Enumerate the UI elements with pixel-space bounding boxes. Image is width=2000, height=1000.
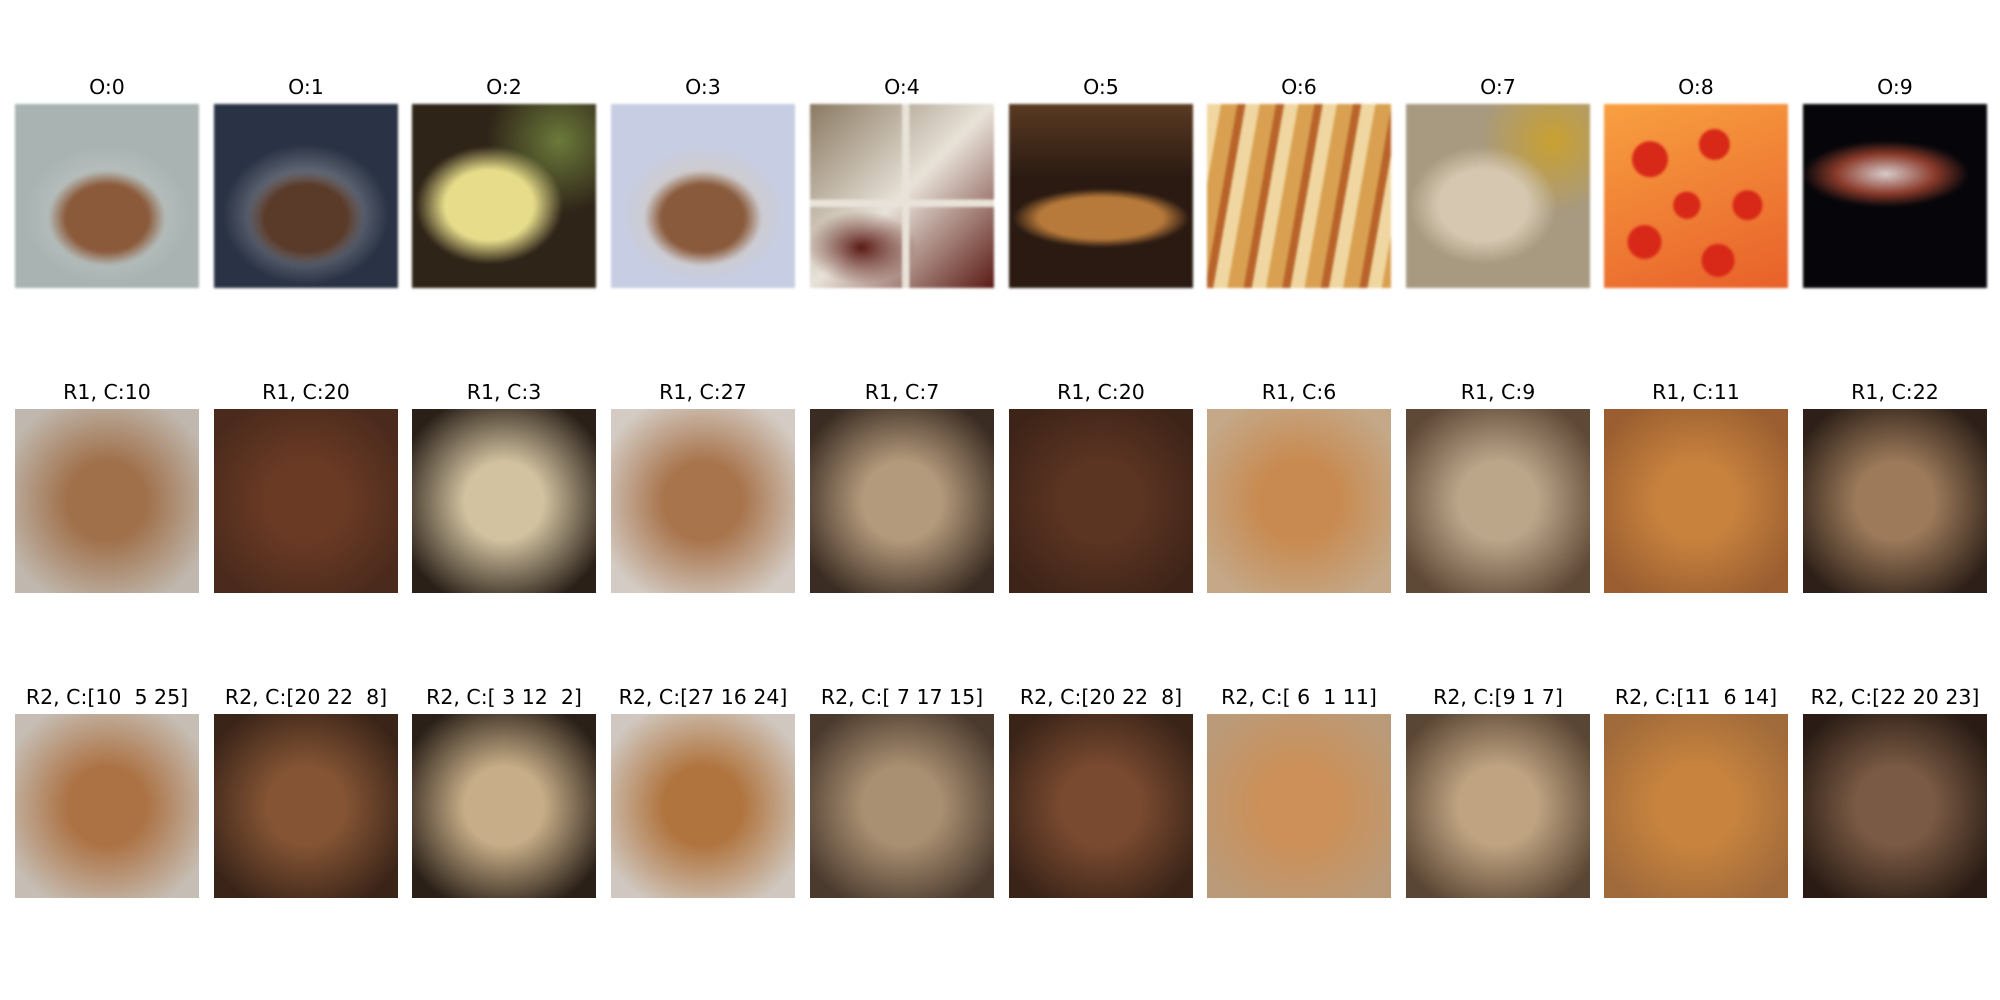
original-cell-6: O:6 [1207,73,1391,288]
original-image [1604,104,1788,288]
reconstruction-image [1009,409,1193,593]
reconstruction-image [412,714,596,898]
reconstruction-2-cell-2: R2, C:[ 3 12 2] [412,683,596,898]
original-cell-5: O:5 [1009,73,1193,288]
cell-title: O:0 [89,75,125,99]
reconstruction-1-cell-9: R1, C:22 [1803,378,1987,593]
reconstruction-image [214,714,398,898]
cell-title: O:1 [288,75,324,99]
reconstruction-2-cell-6: R2, C:[ 6 1 11] [1207,683,1391,898]
cell-title: R1, C:22 [1851,380,1939,404]
cell-title: R1, C:27 [659,380,747,404]
cell-title: O:3 [685,75,721,99]
cell-title: R2, C:[20 22 8] [224,685,388,709]
original-cell-7: O:7 [1406,73,1590,288]
cell-title: R1, C:7 [864,380,940,404]
original-image [412,104,596,288]
reconstruction-image [1803,714,1987,898]
cell-title: R1, C:9 [1460,380,1536,404]
cell-title: R2, C:[11 6 14] [1614,685,1778,709]
cell-title: R2, C:[9 1 7] [1433,685,1563,709]
cell-title: O:5 [1083,75,1119,99]
original-cell-0: O:0 [15,73,199,288]
reconstruction-image [1207,714,1391,898]
cell-title: R1, C:3 [466,380,542,404]
original-cell-2: O:2 [412,73,596,288]
cell-title: O:2 [486,75,522,99]
cell-title: O:4 [884,75,920,99]
reconstruction-image [15,409,199,593]
reconstruction-image [810,714,994,898]
original-cell-1: O:1 [214,73,398,288]
reconstruction-1-cell-1: R1, C:20 [214,378,398,593]
reconstruction-1-cell-8: R1, C:11 [1604,378,1788,593]
reconstruction-image [1604,409,1788,593]
cell-title: R1, C:11 [1652,380,1740,404]
reconstruction-1-cell-7: R1, C:9 [1406,378,1590,593]
cell-title: R2, C:[ 6 1 11] [1221,685,1377,709]
original-image [1009,104,1193,288]
reconstruction-image [1406,714,1590,898]
original-cell-4: O:4 [810,73,994,288]
original-image [15,104,199,288]
reconstruction-image [1406,409,1590,593]
reconstruction-1-cell-6: R1, C:6 [1207,378,1391,593]
reconstruction-1-cell-0: R1, C:10 [15,378,199,593]
cell-title: R1, C:6 [1261,380,1337,404]
cell-title: R1, C:20 [1057,380,1145,404]
reconstruction-image [15,714,199,898]
reconstruction-image [1803,409,1987,593]
original-image [810,104,994,288]
original-image [611,104,795,288]
original-image [1803,104,1987,288]
cell-title: R2, C:[27 16 24] [618,685,788,709]
reconstruction-1-cell-3: R1, C:27 [611,378,795,593]
original-image [1406,104,1590,288]
original-image [214,104,398,288]
cell-title: R2, C:[20 22 8] [1019,685,1183,709]
cell-title: O:7 [1480,75,1516,99]
cell-title: R1, C:10 [63,380,151,404]
reconstruction-image [611,409,795,593]
reconstruction-2-cell-9: R2, C:[22 20 23] [1803,683,1987,898]
original-cell-8: O:8 [1604,73,1788,288]
reconstruction-2-cell-8: R2, C:[11 6 14] [1604,683,1788,898]
reconstruction-2-cell-4: R2, C:[ 7 17 15] [810,683,994,898]
reconstruction-image [1604,714,1788,898]
reconstruction-image [412,409,596,593]
reconstruction-image [611,714,795,898]
cell-title: R2, C:[22 20 23] [1810,685,1980,709]
cell-title: R2, C:[ 3 12 2] [426,685,582,709]
original-image [1207,104,1391,288]
cell-title: R2, C:[ 7 17 15] [820,685,984,709]
original-cell-9: O:9 [1803,73,1987,288]
cell-title: R2, C:[10 5 25] [25,685,189,709]
reconstruction-2-cell-5: R2, C:[20 22 8] [1009,683,1193,898]
reconstruction-2-cell-0: R2, C:[10 5 25] [15,683,199,898]
original-cell-3: O:3 [611,73,795,288]
cell-title: O:8 [1678,75,1714,99]
reconstruction-2-cell-1: R2, C:[20 22 8] [214,683,398,898]
reconstruction-image [810,409,994,593]
reconstruction-image [1207,409,1391,593]
reconstruction-1-cell-4: R1, C:7 [810,378,994,593]
reconstruction-image [1009,714,1193,898]
reconstruction-1-cell-5: R1, C:20 [1009,378,1193,593]
reconstruction-2-cell-7: R2, C:[9 1 7] [1406,683,1590,898]
reconstruction-2-cell-3: R2, C:[27 16 24] [611,683,795,898]
reconstruction-image [214,409,398,593]
cell-title: O:6 [1281,75,1317,99]
reconstruction-1-cell-2: R1, C:3 [412,378,596,593]
cell-title: R1, C:20 [262,380,350,404]
cell-title: O:9 [1877,75,1913,99]
